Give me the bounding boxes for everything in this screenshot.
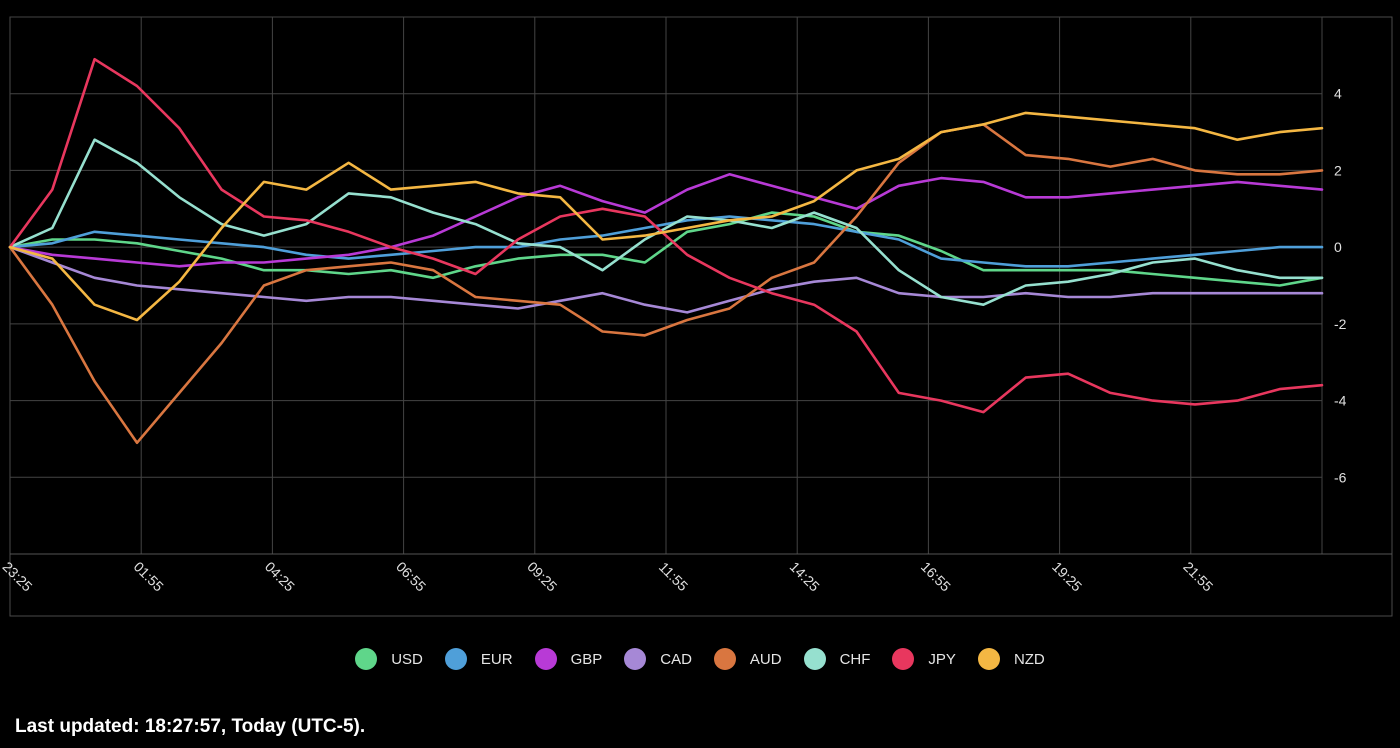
- legend-dot: [624, 648, 647, 670]
- legend-item-chf[interactable]: CHF: [803, 648, 871, 670]
- legend-dot: [977, 648, 1000, 670]
- legend-dot: [713, 648, 736, 670]
- x-tick-label: 23:25: [0, 558, 36, 594]
- x-tick-label: 14:25: [787, 558, 823, 594]
- series-line-eur: [8, 215, 1324, 268]
- chart-svg: 4 2 0 -2 -4 -6 23:25 01:55 04:25 06:55 09:25 11:55…: [0, 16, 1393, 617]
- legend-label: GBP: [570, 650, 603, 668]
- y-tick-label: 2: [1334, 162, 1342, 178]
- x-tick-label: 21:55: [1180, 558, 1216, 594]
- legend-dot: [355, 648, 378, 670]
- y-axis-ticks: 4 2 0 -2 -4 -6: [1334, 86, 1347, 486]
- x-tick-label: 19:25: [1049, 558, 1085, 594]
- series-line-cad: [8, 245, 1324, 314]
- y-tick-label: -4: [1334, 393, 1347, 409]
- legend-label: USD: [391, 650, 423, 668]
- legend-item-gbp[interactable]: GBP: [534, 648, 603, 670]
- series-line-jpy: [8, 57, 1324, 414]
- legend-dot: [534, 648, 557, 670]
- legend-dot: [444, 648, 467, 670]
- legend-label: EUR: [480, 650, 513, 668]
- x-axis-ticks: 23:25 01:55 04:25 06:55 09:25 11:55 14:25 16:55…: [0, 558, 1217, 594]
- legend-item-aud[interactable]: AUD: [713, 648, 782, 670]
- legend-label: JPY: [928, 650, 956, 668]
- series-line-aud: [8, 123, 1324, 445]
- legend-dot: [803, 648, 826, 670]
- series-line-chf: [8, 138, 1324, 307]
- legend-item-jpy[interactable]: JPY: [892, 648, 956, 670]
- chart-legend: USD EUR GBP CAD AUD CHF JPY NZD: [0, 648, 1400, 670]
- last-updated-text: Last updated: 18:27:57, Today (UTC-5).: [15, 716, 366, 737]
- y-tick-label: -2: [1334, 316, 1347, 332]
- legend-label: AUD: [749, 650, 782, 668]
- x-tick-label: 01:55: [131, 558, 167, 594]
- y-tick-label: -6: [1334, 469, 1347, 485]
- x-tick-label: 04:25: [262, 558, 298, 594]
- legend-dot: [892, 648, 915, 670]
- y-tick-label: 0: [1334, 239, 1342, 255]
- x-tick-label: 16:55: [918, 558, 954, 594]
- series-line-gbp: [8, 173, 1324, 268]
- legend-label: CHF: [839, 650, 871, 668]
- x-tick-label: 11:55: [656, 559, 692, 595]
- legend-label: NZD: [1013, 650, 1045, 668]
- currency-strength-chart: 4 2 0 -2 -4 -6 23:25 01:55 04:25 06:55 09:25 11:55…: [0, 16, 1393, 617]
- series-line-usd: [8, 211, 1324, 287]
- legend-item-eur[interactable]: EUR: [444, 648, 513, 670]
- series-lines: [8, 57, 1324, 445]
- legend-item-usd[interactable]: USD: [355, 648, 423, 670]
- x-tick-label: 06:55: [393, 558, 429, 594]
- legend-item-cad[interactable]: CAD: [624, 648, 692, 670]
- legend-label: CAD: [660, 650, 692, 668]
- legend-item-nzd[interactable]: NZD: [977, 648, 1045, 670]
- y-tick-label: 4: [1334, 86, 1342, 102]
- series-line-nzd: [8, 111, 1324, 322]
- x-tick-label: 09:25: [524, 558, 560, 594]
